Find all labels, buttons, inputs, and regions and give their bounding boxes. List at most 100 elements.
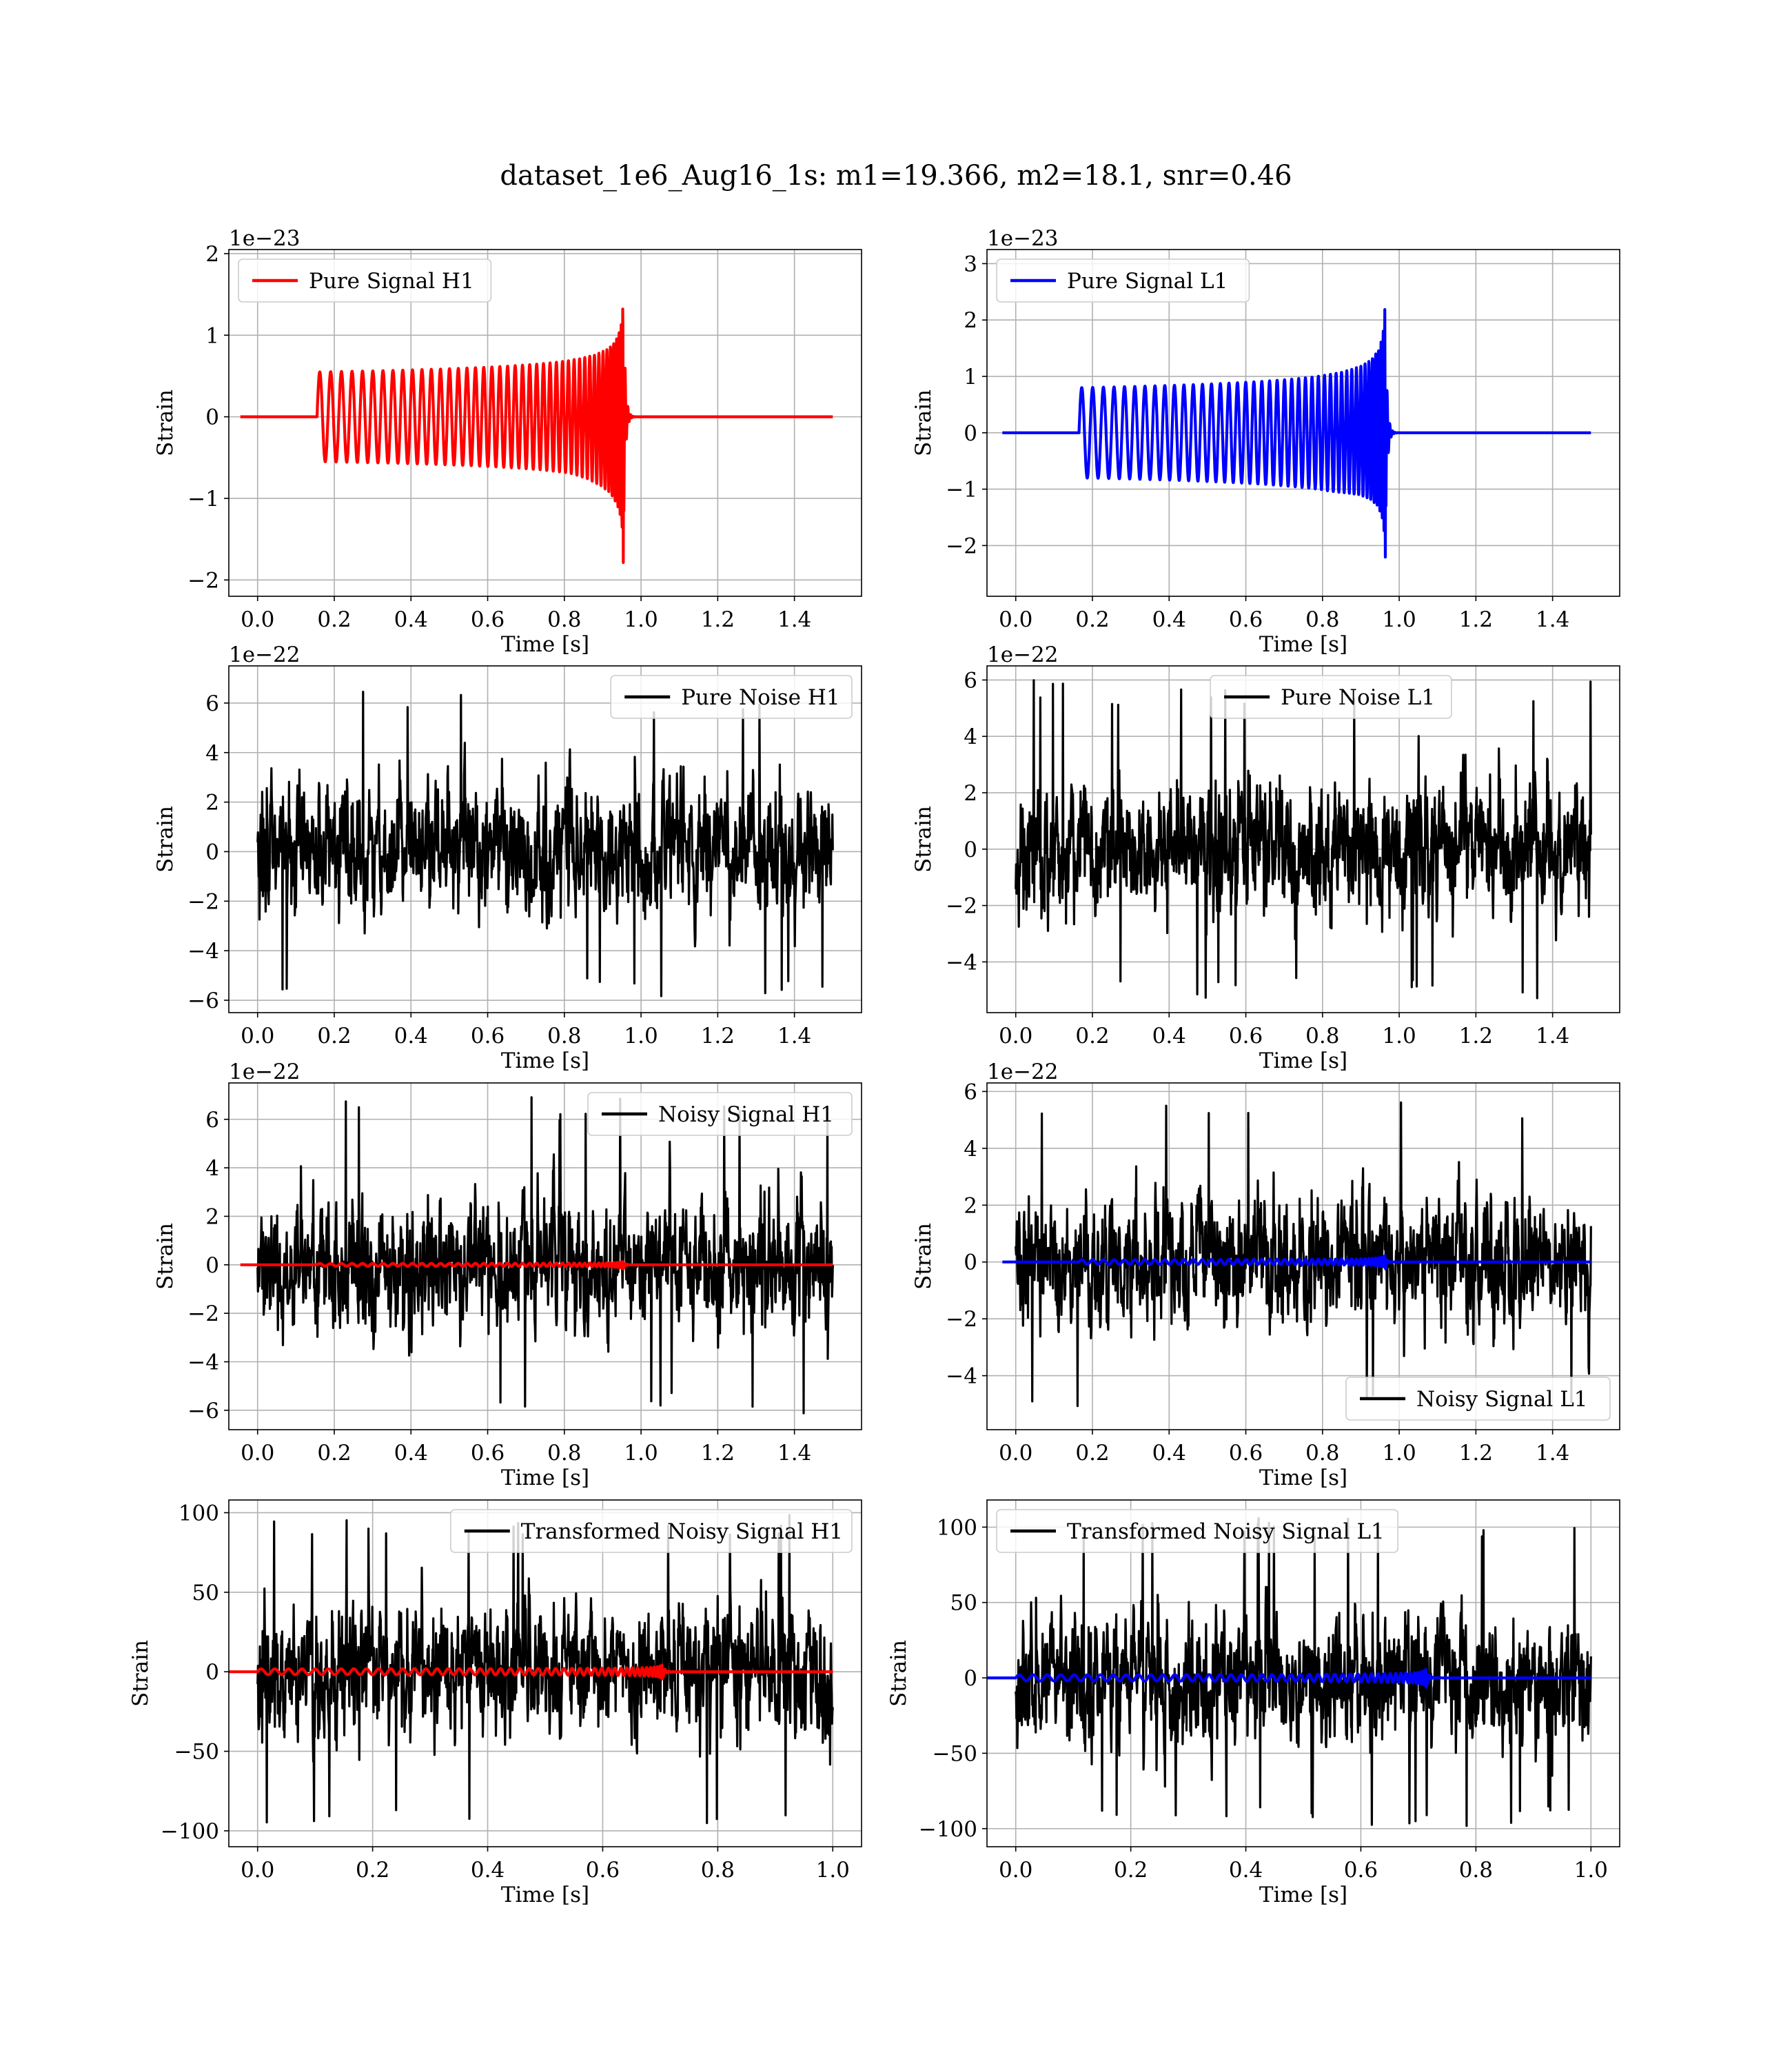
y-axis-label: Strain <box>153 1223 178 1290</box>
x-tick-label: 1.0 <box>1382 1024 1416 1048</box>
x-tick-label: 0.4 <box>1152 607 1186 632</box>
y-tick-label: 0 <box>205 1253 219 1278</box>
x-axis-label: Time [s] <box>501 1883 589 1907</box>
x-tick-label: 0.6 <box>1229 1024 1263 1048</box>
x-tick-label: 0.8 <box>547 607 581 632</box>
y-axis-label: Strain <box>128 1640 153 1707</box>
y-tick-label: 2 <box>964 781 977 806</box>
y-tick-label: 0 <box>205 1660 219 1685</box>
x-tick-label: 0.0 <box>999 1858 1032 1883</box>
y-tick-label: 0 <box>205 840 219 864</box>
subplot-transformed-noisy-signal-l1: 0.0 0.2 0.4 0.6 0.8 1.0 −100 −50 0 50 100 Time [s] S… <box>886 1499 1620 1907</box>
y-axis-label: Strain <box>886 1640 911 1707</box>
x-tick-label: 0.4 <box>1152 1441 1186 1466</box>
x-tick-label: 0.0 <box>241 1858 274 1883</box>
legend-label: Pure Noise L1 <box>1281 685 1435 710</box>
series-line-transformed-noisy-signal-h1 <box>256 1514 834 1825</box>
x-axis-label: Time [s] <box>501 632 589 657</box>
series-group <box>240 1096 835 1415</box>
y-tick-label: 4 <box>964 724 977 749</box>
x-tick-label: 1.0 <box>816 1858 850 1883</box>
series-line-pure-signal-h1 <box>240 307 835 565</box>
series-line-pure-signal-l1 <box>1002 308 1593 559</box>
x-tick-label: 0.8 <box>1305 607 1339 632</box>
series-line-noisy-signal-h1 <box>256 1096 834 1415</box>
x-tick-label: 1.4 <box>777 1441 811 1466</box>
y-axis-label: Strain <box>911 1223 936 1290</box>
y-tick-label: 1 <box>964 365 977 389</box>
y-tick-label: −6 <box>187 1399 219 1423</box>
subplot-pure-signal-l1: 0.0 0.2 0.4 0.6 0.8 1.0 1.2 1.4 −2 −1 0 1 2 3 Time [s]… <box>911 226 1620 657</box>
series-line-pure-noise-l1 <box>1015 679 1592 1000</box>
subplot-grid: 0.0 0.2 0.4 0.6 0.8 1.0 1.2 1.4 −2 −1 0 1 2 Time [s] S… <box>128 226 1620 1907</box>
legend-box <box>610 675 853 719</box>
y-tick-label: −6 <box>187 989 219 1013</box>
x-tick-label: 1.2 <box>701 1024 735 1048</box>
x-tick-label: 0.6 <box>586 1858 620 1883</box>
x-tick-label: 0.4 <box>1229 1858 1263 1883</box>
x-tick-label: 1.2 <box>1459 1441 1493 1466</box>
legend: Pure Signal L1 <box>996 258 1250 303</box>
x-tick-label: 0.8 <box>1305 1024 1339 1048</box>
axes-frame <box>228 665 862 1013</box>
x-tick-label: 0.2 <box>356 1858 389 1883</box>
subplot-pure-signal-h1: 0.0 0.2 0.4 0.6 0.8 1.0 1.2 1.4 −2 −1 0 1 2 Time [s] S… <box>153 226 862 657</box>
subplot-noisy-signal-h1: 0.0 0.2 0.4 0.6 0.8 1.0 1.2 1.4 −6 −4 −2 0 2 4 6 Time [… <box>153 1060 862 1490</box>
x-tick-label: 0.8 <box>547 1441 581 1466</box>
series-line-signal-overlay-1 <box>229 1663 835 1681</box>
y-tick-label: −50 <box>933 1741 977 1766</box>
series-group <box>256 691 834 997</box>
x-tick-label: 0.4 <box>1152 1024 1186 1048</box>
y-tick-label: 2 <box>205 242 219 267</box>
x-tick-label: 0.0 <box>241 1024 274 1048</box>
legend: Noisy Signal L1 <box>1345 1377 1611 1421</box>
axes-frame <box>986 665 1620 1013</box>
x-tick-label: 0.4 <box>394 1441 428 1466</box>
y-tick-label: −1 <box>946 478 977 503</box>
x-tick-label: 1.4 <box>1536 1024 1569 1048</box>
x-tick-label: 0.0 <box>999 1441 1032 1466</box>
y-axis-label: Strain <box>153 806 178 873</box>
y-axis-label: Strain <box>911 389 936 456</box>
series-line-signal-overlay-1 <box>1002 1254 1593 1270</box>
y-tick-label: 3 <box>964 252 977 276</box>
x-axis-label: Time [s] <box>1259 632 1347 657</box>
legend-label: Pure Signal L1 <box>1067 269 1228 294</box>
x-tick-label: 1.4 <box>1536 1441 1569 1466</box>
x-tick-label: 1.0 <box>1574 1858 1608 1883</box>
y-tick-label: −2 <box>946 534 977 558</box>
series-line-signal-overlay-1 <box>987 1667 1593 1689</box>
legend-box <box>1345 1377 1611 1421</box>
y-tick-label: −4 <box>187 939 219 964</box>
x-axis-label: Time [s] <box>501 1048 589 1073</box>
axes-frame <box>228 249 862 597</box>
y-tick-label: 2 <box>964 308 977 333</box>
x-tick-label: 0.8 <box>701 1858 735 1883</box>
subplot-pure-noise-l1: 0.0 0.2 0.4 0.6 0.8 1.0 1.2 1.4 −4 −2 0 2 4 6 Time [s]… <box>911 642 1620 1073</box>
y-tick-label: 2 <box>205 1204 219 1229</box>
x-tick-label: 1.0 <box>624 1024 658 1048</box>
x-tick-label: 1.4 <box>777 1024 811 1048</box>
legend: Pure Noise L1 <box>1210 675 1452 719</box>
axes-frame <box>228 1082 862 1430</box>
legend: Transformed Noisy Signal L1 <box>996 1509 1399 1553</box>
x-tick-label: 1.2 <box>1459 1024 1493 1048</box>
y-tick-label: −4 <box>946 1364 977 1389</box>
legend: Noisy Signal H1 <box>587 1092 853 1136</box>
x-axis-label: Time [s] <box>1259 1048 1347 1073</box>
x-tick-label: 0.6 <box>1344 1858 1378 1883</box>
x-tick-label: 1.4 <box>777 607 811 632</box>
x-tick-label: 0.0 <box>241 1441 274 1466</box>
x-tick-label: 0.2 <box>317 1441 351 1466</box>
y-tick-label: 2 <box>205 791 219 815</box>
y-tick-label: 0 <box>964 1250 977 1275</box>
legend-label: Pure Noise H1 <box>681 685 839 710</box>
y-axis-label: Strain <box>911 806 936 873</box>
x-tick-label: 0.8 <box>1305 1441 1339 1466</box>
series-line-noisy-signal-l1 <box>1015 1101 1592 1408</box>
y-tick-label: −50 <box>174 1740 219 1765</box>
axes-frame <box>986 1499 1620 1847</box>
x-tick-label: 0.8 <box>1459 1858 1493 1883</box>
series-group <box>240 307 835 565</box>
y-tick-label: 6 <box>205 1108 219 1133</box>
